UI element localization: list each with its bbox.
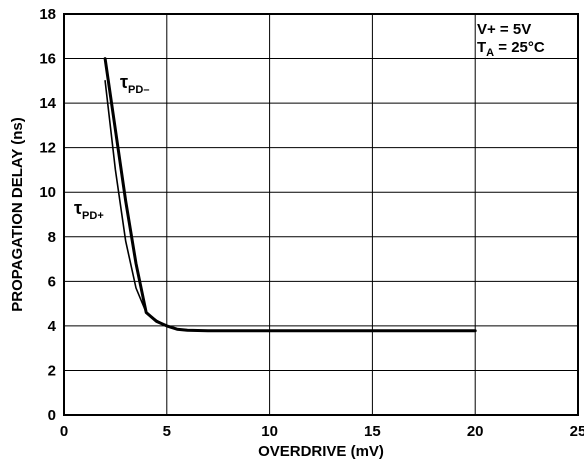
temp-value: = 25°C: [494, 39, 545, 56]
series-label-tpd-minus: τPD–: [120, 72, 149, 96]
y-tick-label: 8: [48, 229, 56, 246]
y-tick-label: 12: [39, 140, 56, 157]
temp-subscript: A: [486, 47, 494, 59]
y-tick-label: 2: [48, 362, 56, 379]
y-tick-labels: 0 2 4 6 8 10 12 14 16 18: [39, 6, 56, 424]
series-lines: [103, 57, 477, 333]
y-tick-label: 6: [48, 273, 56, 290]
x-tick-label: 5: [163, 423, 171, 440]
plot-frame: [63, 13, 579, 416]
x-axis-title: OVERDRIVE (mV): [258, 443, 384, 460]
x-tick-label: 25: [570, 423, 584, 440]
y-tick-label: 10: [39, 184, 56, 201]
tau-symbol: τ: [74, 198, 82, 218]
y-tick-label: 18: [39, 6, 56, 23]
y-tick-label: 14: [39, 95, 56, 112]
series-label-tpd-plus: τPD+: [74, 198, 104, 222]
grid: [64, 14, 578, 415]
y-tick-label: 4: [48, 318, 57, 335]
x-tick-label: 20: [467, 423, 484, 440]
y-tick-label: 16: [39, 51, 56, 68]
x-tick-label: 15: [364, 423, 381, 440]
temp-symbol: T: [477, 39, 486, 56]
ambient-temperature-label: TA = 25°C: [477, 39, 545, 59]
x-tick-label: 0: [60, 423, 68, 440]
supply-voltage-label: V+ = 5V: [477, 21, 531, 38]
tau-symbol: τ: [120, 72, 128, 92]
series-line-tpd-minus: [103, 57, 477, 333]
series-label-subscript: PD–: [128, 84, 149, 96]
series-label-subscript: PD+: [82, 210, 104, 222]
y-axis-title: PROPAGATION DELAY (ns): [9, 117, 26, 311]
series-line-tpd-plus: [104, 80, 476, 332]
x-tick-labels: 0 5 10 15 20 25: [60, 423, 584, 440]
x-tick-label: 10: [261, 423, 278, 440]
conditions-annotation: V+ = 5V TA = 25°C: [477, 21, 545, 59]
y-tick-label: 0: [48, 407, 56, 424]
